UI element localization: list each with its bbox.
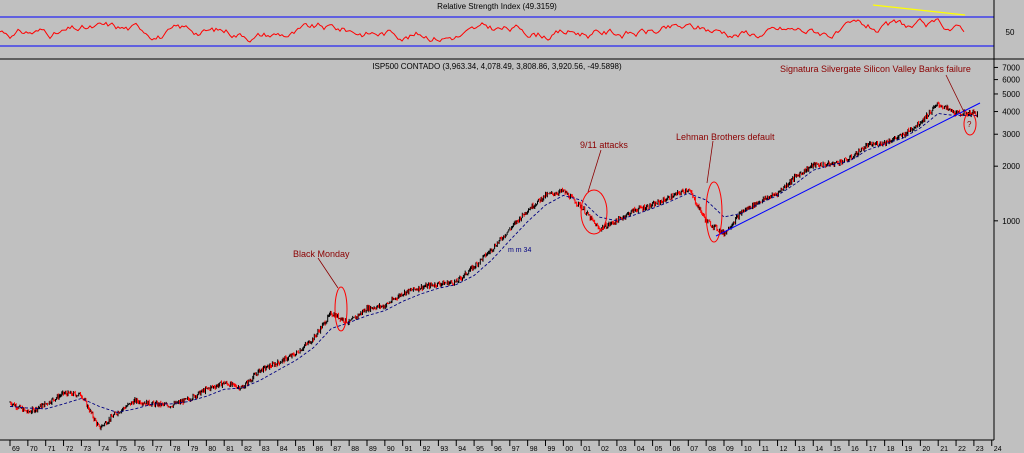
x-tick-label: 76 xyxy=(137,446,145,453)
svb-pointer xyxy=(945,74,965,113)
x-tick-label: 78 xyxy=(173,446,181,453)
x-tick-label: 16 xyxy=(851,446,859,453)
x-tick-label: 09 xyxy=(726,446,734,453)
lehman-circle xyxy=(705,181,723,243)
x-tick-label: 95 xyxy=(476,446,484,453)
x-tick-label: 23 xyxy=(976,446,984,453)
x-tick-label: 74 xyxy=(101,446,109,453)
x-tick-label: 87 xyxy=(333,446,341,453)
rsi-line xyxy=(0,17,965,43)
lehman-pointer xyxy=(706,140,714,184)
x-tick-label: 89 xyxy=(369,446,377,453)
y-tick-label: 1000 xyxy=(1002,217,1020,226)
x-tick-label: 91 xyxy=(405,446,413,453)
y-tick-label: 6000 xyxy=(1002,76,1020,85)
ma-label: m m 34 xyxy=(508,247,531,254)
x-tick-label: 01 xyxy=(583,446,591,453)
x-tick-label: 72 xyxy=(66,446,74,453)
annotation-svb: Signatura Silvergate Silicon Valley Bank… xyxy=(780,64,971,74)
x-tick-label: 19 xyxy=(905,446,913,453)
annotation-question: ? xyxy=(967,120,972,129)
x-tick-label: 70 xyxy=(30,446,38,453)
y-tick-label: 3000 xyxy=(1002,130,1020,139)
x-tick-label: 08 xyxy=(708,446,716,453)
x-tick-label: 14 xyxy=(815,446,823,453)
sept11-circle xyxy=(580,189,608,235)
support-trendline xyxy=(715,102,981,237)
x-tick-label: 21 xyxy=(940,446,948,453)
x-tick-label: 69 xyxy=(12,446,20,453)
moving-average-34 xyxy=(9,113,978,413)
x-tick-label: 84 xyxy=(280,446,288,453)
x-tick-label: 11 xyxy=(762,446,769,453)
x-tick-label: 03 xyxy=(619,446,627,453)
x-tick-label: 82 xyxy=(244,446,252,453)
x-tick-label: 96 xyxy=(494,446,502,453)
x-tick-label: 86 xyxy=(316,446,324,453)
y-tick-label: 7000 xyxy=(1002,63,1020,72)
x-tick-label: 12 xyxy=(780,446,788,453)
x-tick-label: 02 xyxy=(601,446,609,453)
x-tick-label: 80 xyxy=(208,446,216,453)
x-tick-label: 10 xyxy=(744,446,752,453)
price-panel: ISP500 CONTADO (3,963.34, 4,078.49, 3,80… xyxy=(9,62,981,431)
black-monday-circle xyxy=(334,286,348,332)
x-tick-label: 20 xyxy=(922,446,930,453)
price-title: ISP500 CONTADO (3,963.34, 4,078.49, 3,80… xyxy=(372,62,622,71)
x-tick-label: 94 xyxy=(458,446,466,453)
x-tick-label: 77 xyxy=(155,446,163,453)
x-tick-label: 22 xyxy=(958,446,966,453)
x-tick-label: 99 xyxy=(548,446,556,453)
sept11-pointer xyxy=(587,149,602,193)
x-tick-label: 79 xyxy=(191,446,199,453)
x-tick-label: 00 xyxy=(565,446,573,453)
x-tick-label: 04 xyxy=(637,446,645,453)
x-tick-label: 15 xyxy=(833,446,841,453)
x-tick-label: 98 xyxy=(530,446,538,453)
x-tick-label: 07 xyxy=(690,446,698,453)
x-tick-label: 18 xyxy=(887,446,895,453)
price-y-ticks: 7000 6000 5000 4000 3000 2000 1000 xyxy=(994,63,1021,226)
x-tick-label: 73 xyxy=(83,446,91,453)
y-tick-label: 2000 xyxy=(1002,162,1020,171)
time-x-ticks: 69 70 71 72 73 74 75 76 77 78 79 80 81 82 83 84 85 86 87 88… xyxy=(9,440,1002,453)
svb-circle xyxy=(963,112,977,136)
price-bars xyxy=(9,101,978,431)
x-tick-label: 13 xyxy=(797,446,805,453)
x-tick-label: 05 xyxy=(655,446,663,453)
x-tick-label: 97 xyxy=(512,446,520,453)
rsi-yellow-trendline xyxy=(872,4,966,16)
x-tick-label: 17 xyxy=(869,446,877,453)
x-tick-label: 93 xyxy=(440,446,448,453)
x-tick-label: 81 xyxy=(226,446,234,453)
x-tick-label: 90 xyxy=(387,446,395,453)
black-monday-pointer xyxy=(317,257,339,289)
x-tick-label: 06 xyxy=(673,446,681,453)
x-tick-label: 88 xyxy=(351,446,359,453)
y-tick-label: 4000 xyxy=(1002,108,1020,117)
x-tick-label: 85 xyxy=(298,446,306,453)
x-tick-label: 83 xyxy=(262,446,270,453)
x-tick-label: 92 xyxy=(423,446,431,453)
x-tick-label: 71 xyxy=(48,446,56,453)
rsi-title: Relative Strength Index (49.3159) xyxy=(437,2,557,11)
rsi-tick-50: 50 xyxy=(1006,28,1015,37)
annotation-lehman: Lehman Brothers default xyxy=(676,132,775,142)
x-tick-label: 24 xyxy=(994,446,1002,453)
annotation-black-monday: Black Monday xyxy=(293,249,350,259)
rsi-panel: Relative Strength Index (49.3159) 50 xyxy=(0,0,1015,58)
annotation-sept11: 9/11 attacks xyxy=(580,140,628,150)
y-tick-label: 5000 xyxy=(1002,90,1020,99)
x-tick-label: 75 xyxy=(119,446,127,453)
